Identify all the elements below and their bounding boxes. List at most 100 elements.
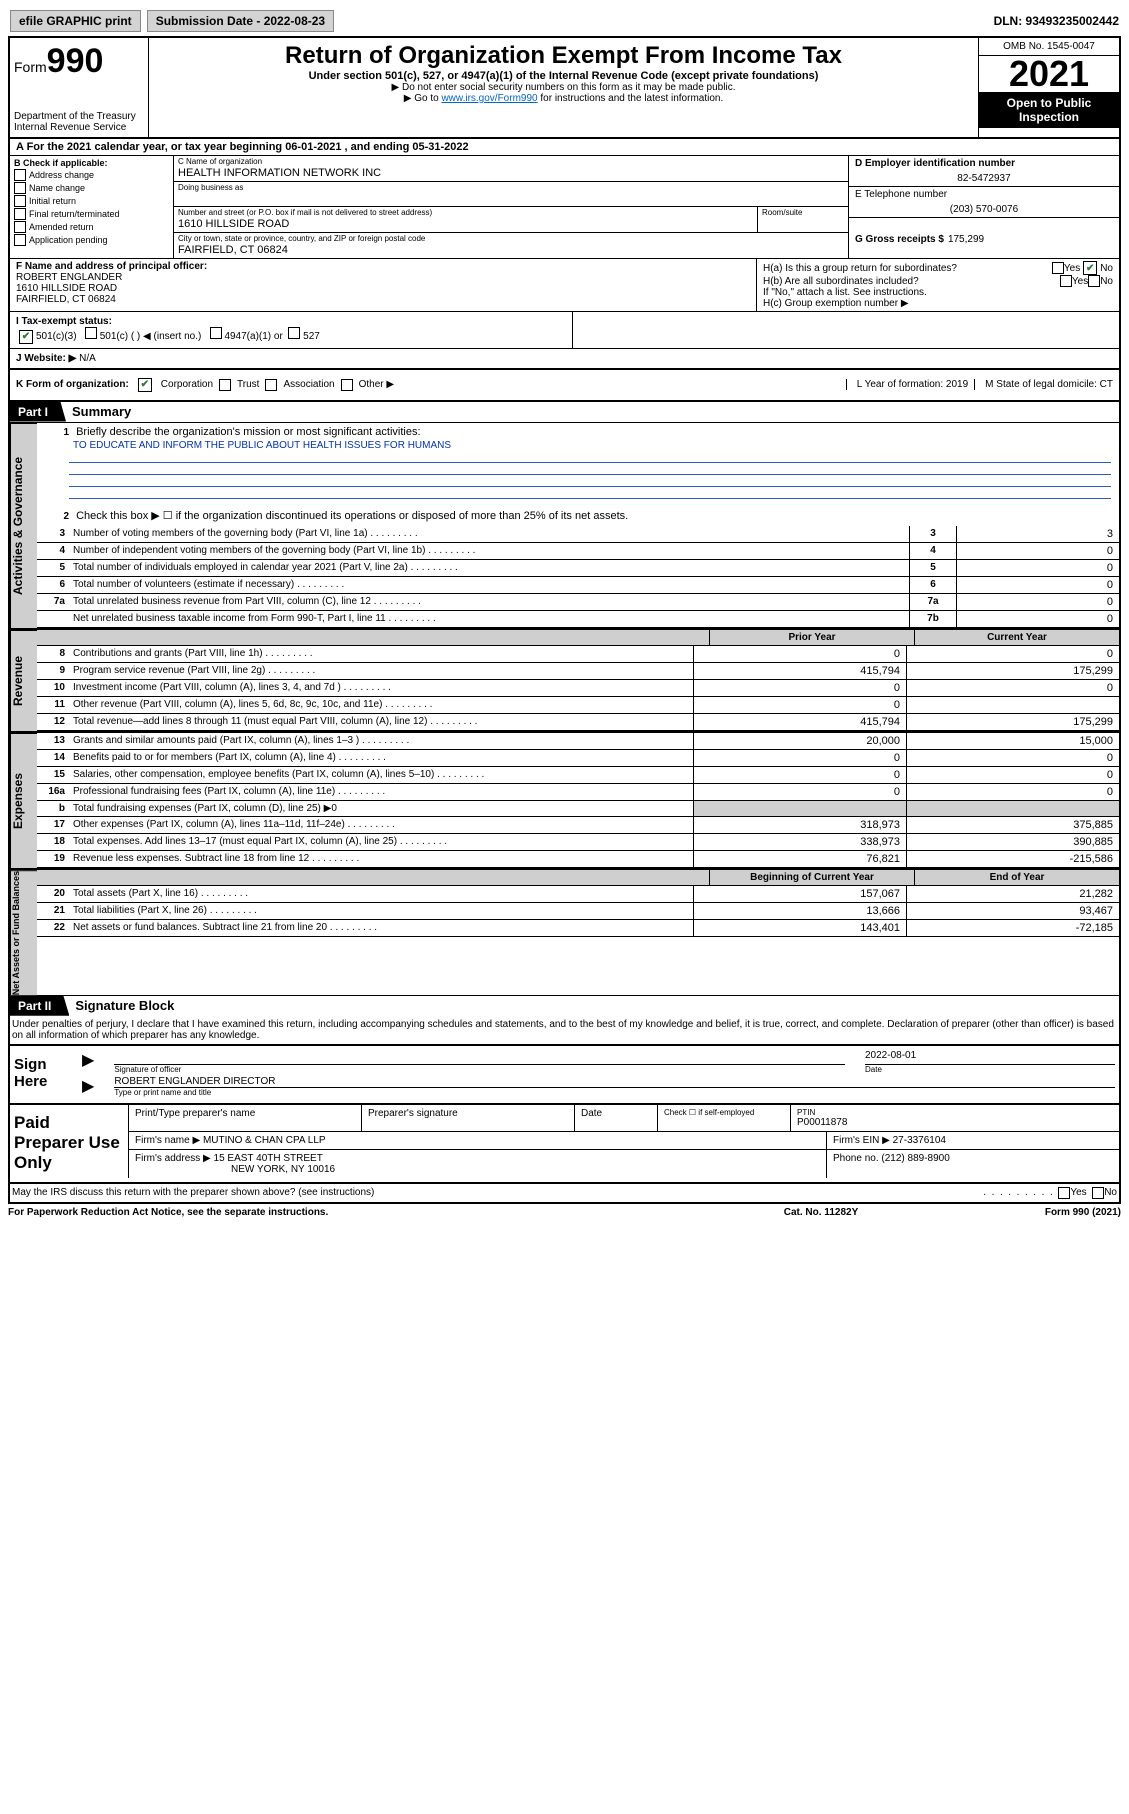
line-num: 18 <box>37 834 69 850</box>
line-val: 0 <box>956 611 1119 627</box>
line-desc: Other expenses (Part IX, column (A), lin… <box>69 817 693 833</box>
chk-app-pending[interactable] <box>14 234 26 246</box>
line-box: 7a <box>909 594 956 610</box>
col-b-title: B Check if applicable: <box>14 158 169 168</box>
ha-no[interactable]: ✔ <box>1083 261 1097 275</box>
line-desc: Salaries, other compensation, employee b… <box>69 767 693 783</box>
line-desc: Grants and similar amounts paid (Part IX… <box>69 733 693 749</box>
g-val: 175,299 <box>948 234 984 245</box>
hb-no[interactable] <box>1088 275 1100 287</box>
irs-label: Internal Revenue Service <box>14 122 144 133</box>
summary-line: 7a Total unrelated business revenue from… <box>37 594 1119 611</box>
hb-yes-lbl: Yes <box>1072 276 1088 287</box>
summary-line: 4 Number of independent voting members o… <box>37 543 1119 560</box>
col-b: B Check if applicable: Address change Na… <box>10 156 174 258</box>
line-begin: 143,401 <box>693 920 906 936</box>
may-irs-no[interactable] <box>1092 1187 1104 1199</box>
d-val: 82-5472937 <box>855 169 1113 184</box>
may-no-lbl: No <box>1104 1187 1117 1198</box>
line-current: -215,586 <box>906 851 1119 867</box>
chk-amended[interactable] <box>14 221 26 233</box>
section-expenses: Expenses 13 Grants and similar amounts p… <box>10 731 1119 868</box>
line-desc: Total fundraising expenses (Part IX, col… <box>69 801 693 816</box>
lbl-trust: Trust <box>237 379 259 390</box>
line-prior: 318,973 <box>693 817 906 833</box>
chk-other[interactable] <box>341 379 353 391</box>
summary-line: 12 Total revenue—add lines 8 through 11 … <box>37 714 1119 731</box>
line-box: 5 <box>909 560 956 576</box>
hdr-blank <box>69 870 709 885</box>
j-label: J Website: ▶ <box>16 353 76 364</box>
lbl-app-pending: Application pending <box>29 235 108 245</box>
paid-label: Paid Preparer Use Only <box>10 1105 128 1182</box>
summary-line: 8 Contributions and grants (Part VIII, l… <box>37 646 1119 663</box>
k-label: K Form of organization: <box>16 379 129 390</box>
chk-initial[interactable] <box>14 195 26 207</box>
mission-line <box>69 463 1111 475</box>
mission-line <box>69 451 1111 463</box>
submission-date-button[interactable]: Submission Date - 2022-08-23 <box>147 10 334 32</box>
may-irs-row: May the IRS discuss this return with the… <box>10 1184 1119 1202</box>
m-state: M State of legal domicile: CT <box>974 379 1113 390</box>
dept-label: Department of the Treasury <box>14 111 144 122</box>
c-city-label: City or town, state or province, country… <box>174 233 848 244</box>
hdr-blank <box>69 630 709 645</box>
j-val: N/A <box>79 353 96 364</box>
irs-link[interactable]: www.irs.gov/Form990 <box>441 93 537 104</box>
line-desc: Other revenue (Part VIII, column (A), li… <box>69 697 693 713</box>
arrow-icon: ▶ <box>82 1050 94 1074</box>
lbl-527: 527 <box>303 331 320 342</box>
line-begin: 157,067 <box>693 886 906 902</box>
efile-button[interactable]: efile GRAPHIC print <box>10 10 141 32</box>
chk-address[interactable] <box>14 169 26 181</box>
chk-name[interactable] <box>14 182 26 194</box>
summary-line: 10 Investment income (Part VIII, column … <box>37 680 1119 697</box>
f-addr2: FAIRFIELD, CT 06824 <box>16 294 750 305</box>
q1-text: TO EDUCATE AND INFORM THE PUBLIC ABOUT H… <box>69 440 1115 451</box>
chk-501c[interactable] <box>85 327 97 339</box>
line-num: 17 <box>37 817 69 833</box>
line-box: 4 <box>909 543 956 559</box>
chk-527[interactable] <box>288 327 300 339</box>
hdr-blank <box>37 870 69 885</box>
summary-line: 6 Total number of volunteers (estimate i… <box>37 577 1119 594</box>
chk-501c3[interactable]: ✔ <box>19 330 33 344</box>
hdr-prior: Prior Year <box>709 630 914 645</box>
chk-final[interactable] <box>14 208 26 220</box>
section-bcde: B Check if applicable: Address change Na… <box>10 156 1119 258</box>
footer-left: For Paperwork Reduction Act Notice, see … <box>8 1207 721 1218</box>
header-right: OMB No. 1545-0047 2021 Open to Public In… <box>978 38 1119 137</box>
summary-line: 11 Other revenue (Part VIII, column (A),… <box>37 697 1119 714</box>
i-label: I Tax-exempt status: <box>16 316 112 327</box>
line-current: 175,299 <box>906 714 1119 730</box>
summary-line: 3 Number of voting members of the govern… <box>37 526 1119 543</box>
part1-title: Summary <box>72 404 131 419</box>
chk-4947[interactable] <box>210 327 222 339</box>
section-revenue: Revenue Prior Year Current Year 8 Contri… <box>10 628 1119 731</box>
open-to-public: Open to Public Inspection <box>979 92 1119 128</box>
line-val: 0 <box>956 594 1119 610</box>
summary-line: 19 Revenue less expenses. Subtract line … <box>37 851 1119 868</box>
chk-assoc[interactable] <box>265 379 277 391</box>
c-name-val: HEALTH INFORMATION NETWORK INC <box>174 167 848 181</box>
part1-tab: Part I <box>10 402 66 422</box>
col-c: C Name of organization HEALTH INFORMATIO… <box>174 156 848 258</box>
row-a-tax-year: A For the 2021 calendar year, or tax yea… <box>10 139 1119 156</box>
chk-corp[interactable]: ✔ <box>138 378 152 392</box>
ha-yes[interactable] <box>1052 262 1064 274</box>
lbl-4947: 4947(a)(1) or <box>224 331 282 342</box>
hb-yes[interactable] <box>1060 275 1072 287</box>
f-name: ROBERT ENGLANDER <box>16 272 750 283</box>
chk-trust[interactable] <box>219 379 231 391</box>
may-irs-yes[interactable] <box>1058 1187 1070 1199</box>
line-end: 93,467 <box>906 903 1119 919</box>
line-desc: Total unrelated business revenue from Pa… <box>69 594 909 610</box>
line-begin: 13,666 <box>693 903 906 919</box>
part2-title: Signature Block <box>75 998 174 1013</box>
mission-line <box>69 475 1111 487</box>
lbl-assoc: Association <box>283 379 334 390</box>
summary-line: 13 Grants and similar amounts paid (Part… <box>37 733 1119 750</box>
line-val: 0 <box>956 560 1119 576</box>
may-irs-text: May the IRS discuss this return with the… <box>12 1187 983 1198</box>
paid-ptin-val: P00011878 <box>797 1117 1113 1128</box>
